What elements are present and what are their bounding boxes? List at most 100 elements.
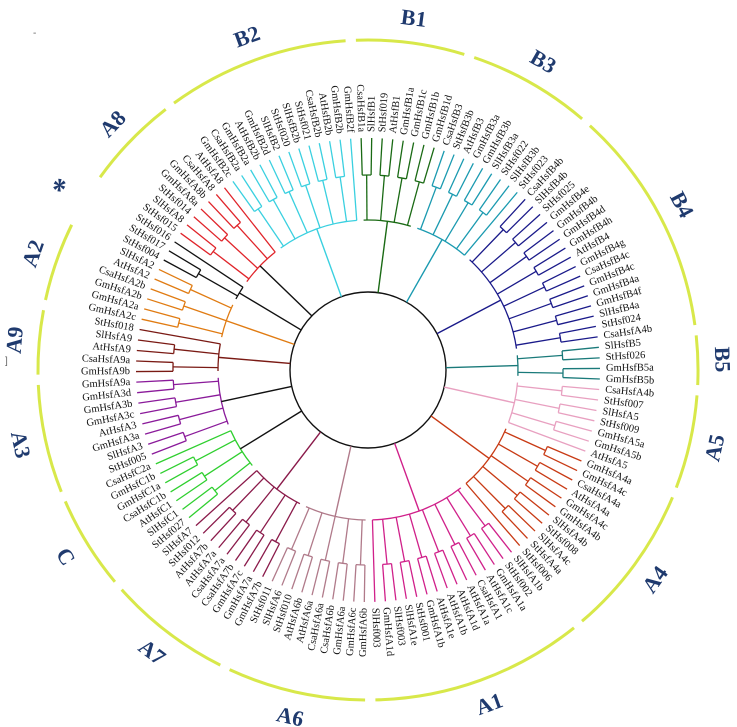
leaf-branch [349, 138, 358, 221]
leaf-label: StHsf019 [377, 92, 390, 132]
leaf-branch [175, 479, 208, 502]
subclade-stem [259, 494, 286, 533]
leaf-branch [168, 250, 202, 271]
leaf-branch [422, 147, 435, 184]
clade-stem-a3 [221, 385, 292, 403]
leaf-branch [396, 140, 404, 178]
subclade-stem [324, 516, 336, 561]
leaf-label: AtHsfB1 [388, 95, 403, 134]
subclade-stem [498, 443, 538, 467]
leaf-branch [381, 564, 387, 602]
subclade-stem [512, 319, 557, 333]
leaf-branch [188, 493, 218, 519]
subclade-stem [214, 462, 251, 492]
subclade-stem [517, 354, 563, 360]
leaf-branch [271, 547, 289, 582]
leaf-branch [200, 208, 229, 236]
clade-stem-b2 [316, 228, 343, 297]
subclade-stem [444, 202, 469, 242]
subclade-stem [379, 175, 386, 221]
subclade-stem [175, 394, 221, 403]
clade-label-star: * [45, 173, 81, 203]
leaf-branch [164, 464, 198, 484]
clade-label-a1: A1 [472, 687, 506, 720]
leaf-branch [508, 421, 586, 452]
leaf-branch [339, 139, 346, 177]
leaf-branch [481, 528, 504, 559]
subclade-stem [446, 497, 472, 537]
leaf-branch [321, 561, 331, 598]
leaf-branch [150, 288, 186, 303]
leaf-branch [471, 173, 493, 206]
leaf-branch [136, 360, 174, 364]
leaf-branch [562, 376, 600, 380]
leaf-branch [328, 141, 337, 178]
ring-arc-a6 [228, 668, 366, 702]
clade-label-c: C [51, 543, 81, 570]
leaf-branch [455, 162, 474, 197]
leaf-branch [215, 194, 242, 223]
clade-label-a2: A2 [16, 237, 48, 271]
leaf-branch [370, 138, 373, 176]
leaf-branch [278, 155, 294, 191]
clade-arc-a1 [372, 487, 462, 521]
leaf-branch [425, 555, 438, 592]
leaf-branch [232, 181, 255, 212]
subclade-stem [434, 503, 456, 545]
subclade-stem [517, 371, 563, 374]
leaf-branch [555, 420, 592, 432]
leaf-branch [193, 216, 223, 242]
leaf-branch [562, 357, 600, 361]
leaf-label: StHsf026 [605, 350, 645, 363]
leaf-branch [301, 556, 314, 593]
subclade-stem [184, 420, 228, 438]
leaf-branch [259, 164, 278, 198]
subclade-stem [359, 519, 363, 565]
leaf-label: SlHsf003 [391, 606, 407, 647]
subclade-stem [419, 187, 437, 230]
leaf-branch [234, 529, 258, 561]
leaf-branch [136, 379, 174, 383]
clade-label-a9: A9 [1, 326, 28, 355]
leaf-branch [308, 145, 320, 182]
leaf-branch [138, 397, 176, 404]
subclade-stem [395, 517, 406, 562]
leaf-branch [210, 512, 237, 542]
clade-stem-a7 [276, 431, 322, 490]
leaf-label: SlHsfB1 [366, 96, 378, 132]
clade-arc-a7 [256, 470, 301, 505]
leaf-branch [450, 546, 468, 581]
leaf-branch [547, 445, 582, 462]
leaf-branch [523, 230, 554, 254]
leaf-branch [218, 518, 244, 549]
leaf-branch [136, 349, 174, 355]
subclade-stem [212, 250, 250, 280]
subclade-stem [408, 513, 423, 558]
leaf-branch [534, 469, 568, 490]
leaf-branch [298, 148, 311, 185]
leaf-branch [552, 295, 589, 309]
leaf-branch [518, 221, 548, 247]
subclade-stem [508, 302, 552, 320]
leaf-branch [558, 412, 595, 422]
leaf-branch [268, 159, 286, 194]
clade-arc-b3 [417, 227, 465, 256]
subclade-stem [307, 512, 323, 556]
leaf-branch [405, 142, 415, 179]
leaf-branch [226, 524, 250, 555]
leaf-branch [390, 563, 397, 601]
subclade-stem [290, 507, 310, 550]
ring-arc-a3 [36, 384, 63, 493]
ring-arc-a5 [674, 395, 699, 489]
leaf-branch [473, 533, 495, 565]
subclade-stem [382, 519, 388, 565]
leaf-branch [501, 511, 528, 539]
leaf-branch [154, 278, 189, 295]
subclade-stem [455, 212, 484, 250]
clade-stem-a9 [218, 356, 291, 365]
leaf-branch [163, 259, 197, 279]
leaf-branch [546, 275, 581, 292]
leaf-branch [363, 564, 366, 602]
subclade-stem [490, 455, 529, 482]
